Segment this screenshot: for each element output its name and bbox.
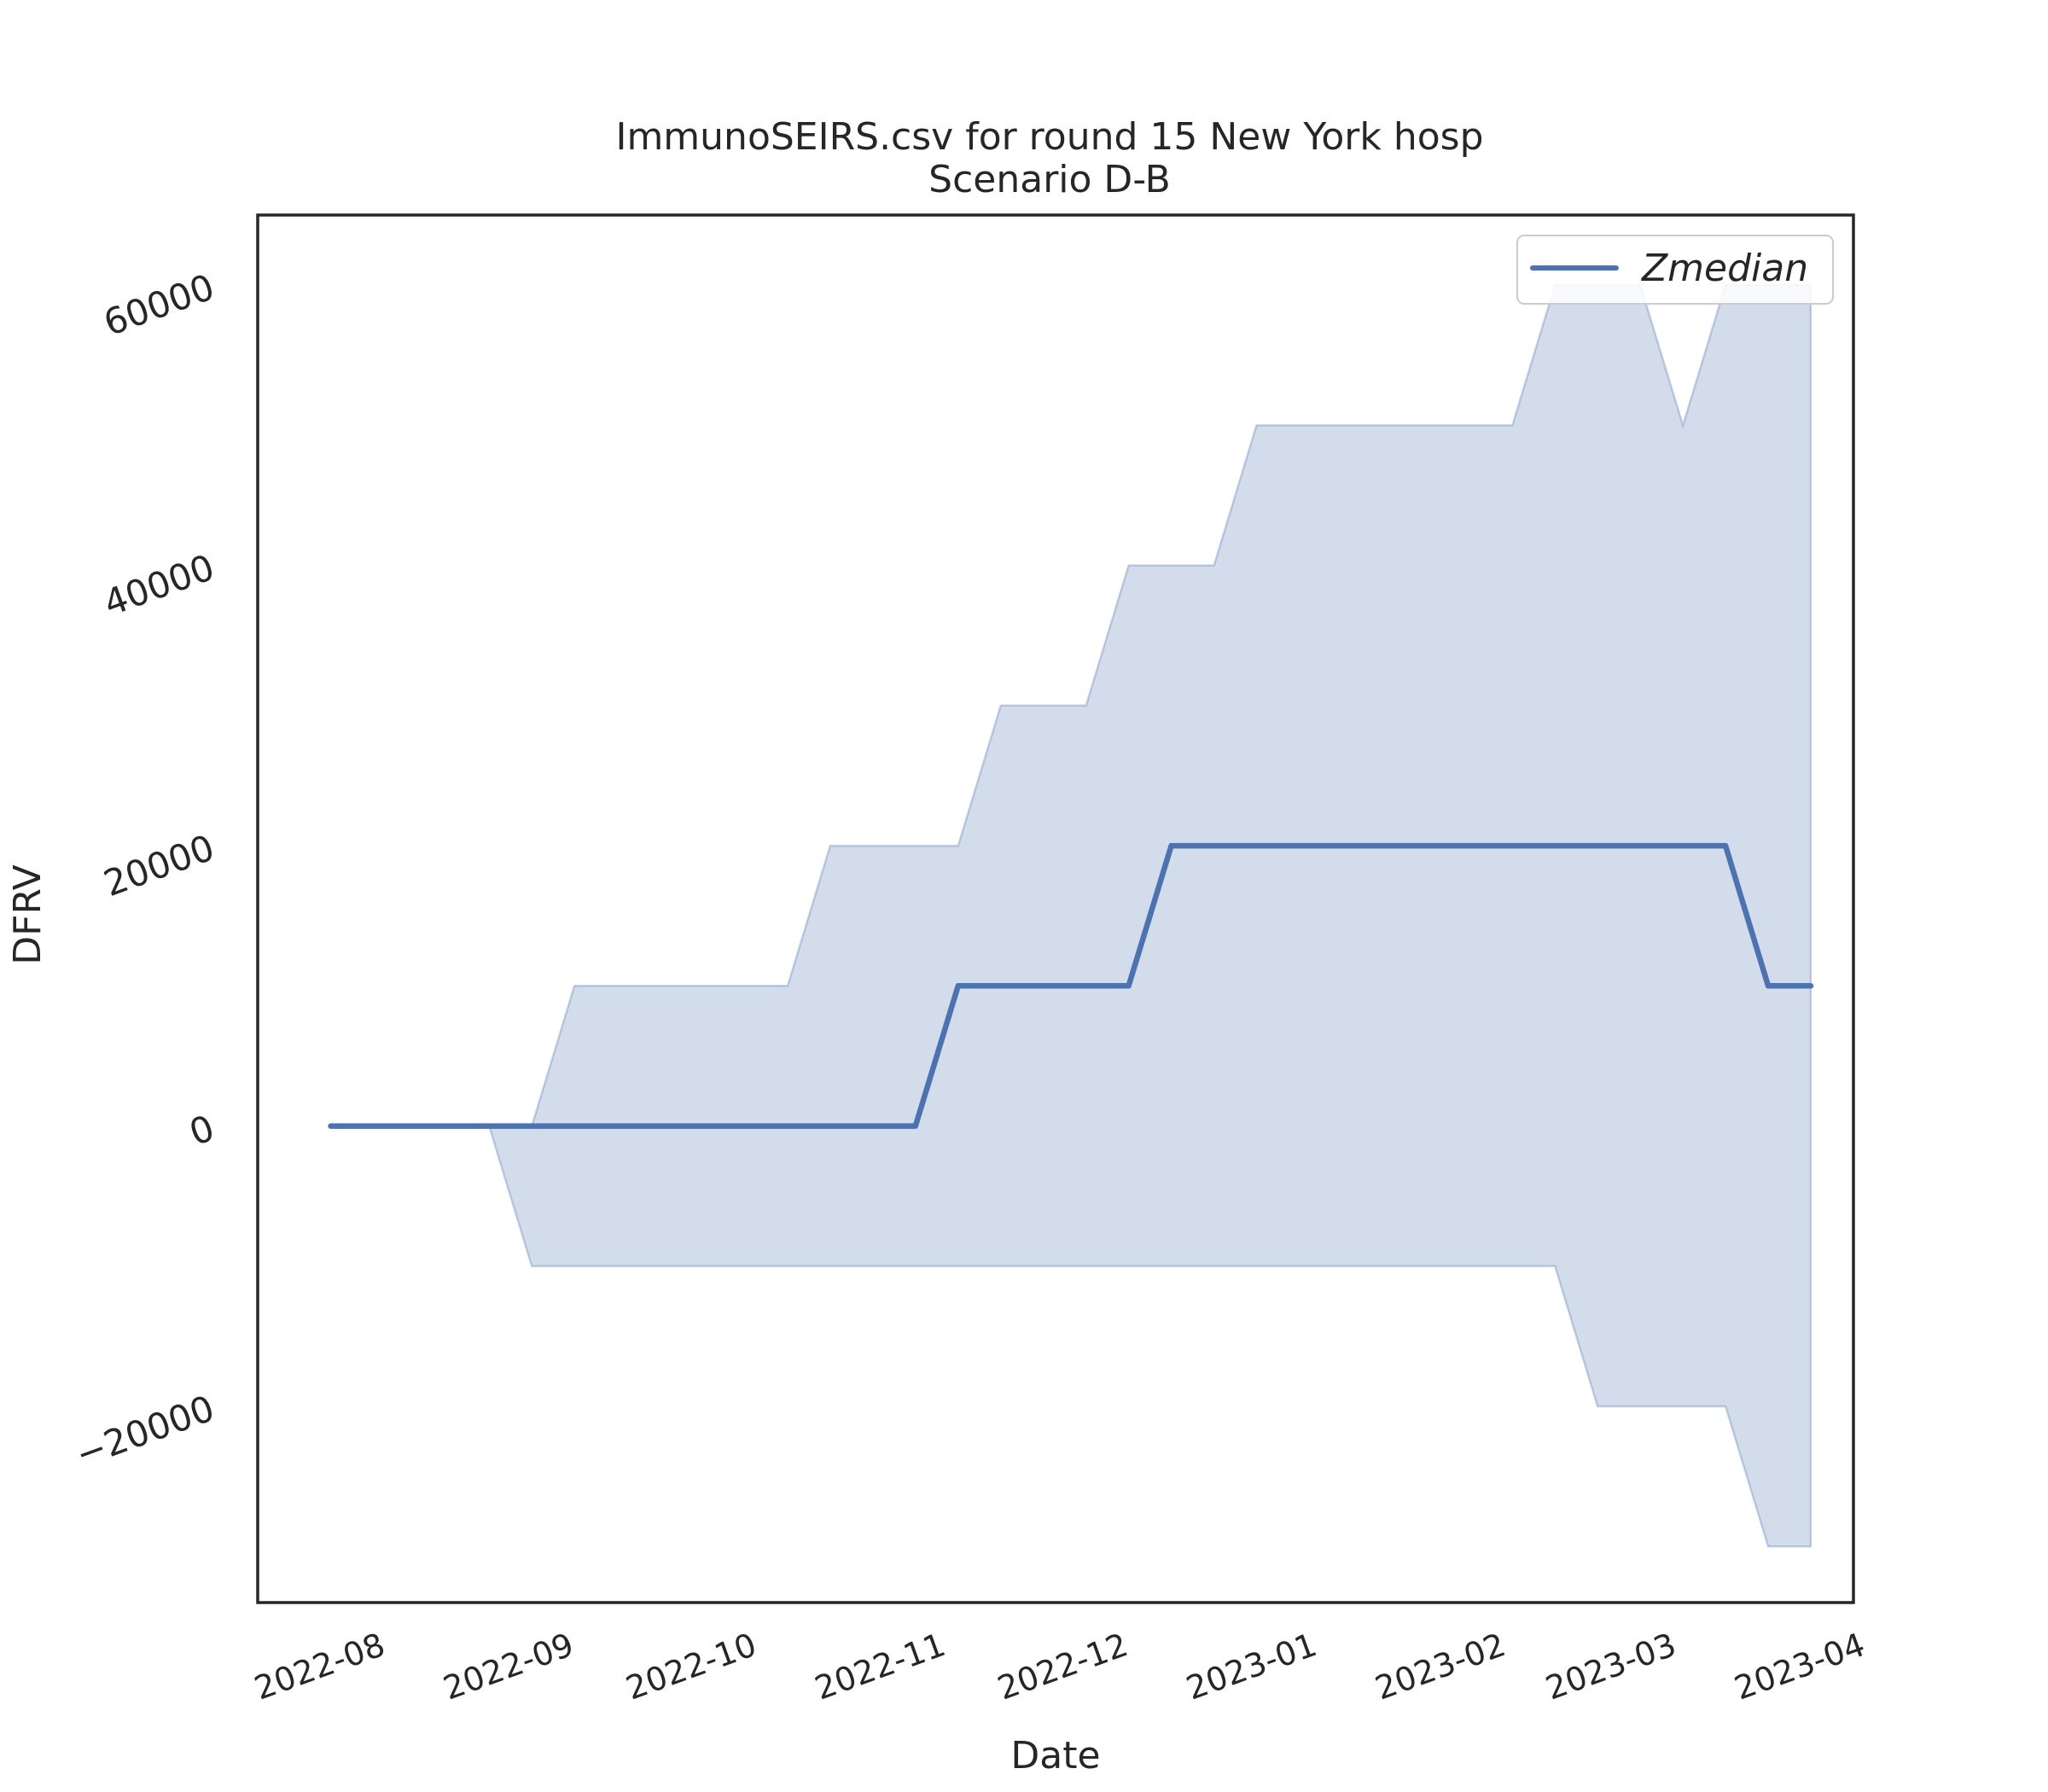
- y-axis-label: DFRV: [6, 864, 49, 964]
- uncertainty-band: [330, 283, 1812, 1548]
- chart-title-line2: Scenario D-B: [928, 158, 1171, 201]
- legend-box: [1516, 235, 1834, 305]
- chart-title-line1: ImmunoSEIRS.csv for round 15 New York ho…: [615, 115, 1483, 159]
- x-axis-label: Date: [1010, 1734, 1100, 1777]
- series-line-layer: [328, 842, 1814, 1129]
- uncertainty-band-layer: [330, 283, 1812, 1548]
- plot-frame: [256, 213, 1855, 1604]
- legend: Zmedian: [1516, 235, 1834, 305]
- legend-label-zmedian: Zmedian: [1641, 247, 1808, 290]
- series-line-zmedian: [328, 842, 1814, 1129]
